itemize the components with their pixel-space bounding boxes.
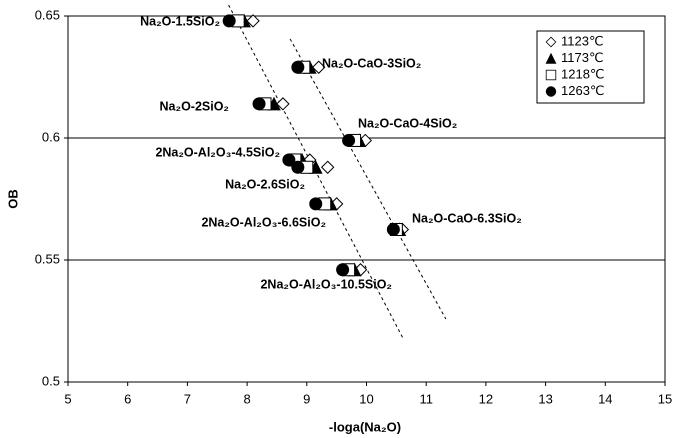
marker [386,223,400,236]
marker [336,263,350,277]
x-tick-label: 8 [243,391,250,406]
marker [291,60,305,74]
annotation: 2Na₂O-Al₂O₃-10.5SiO₂ [260,277,392,291]
annotation: Na₂O-CaO-3SiO₂ [322,56,421,70]
marker [222,14,236,28]
marker [282,153,296,167]
y-tick-label: 0.6 [42,129,60,144]
annotation: Na₂O-1.5SiO₂ [140,14,220,28]
y-tick-label: 0.65 [35,7,60,22]
marker [342,133,356,147]
x-axis-label: -loga(Na₂O) [329,419,401,434]
marker [252,97,266,111]
marker [291,160,305,174]
legend-label: 1173℃ [561,50,604,65]
x-tick-label: 11 [419,391,433,406]
annotation: Na₂O-2.6SiO₂ [225,177,305,191]
legend-marker [545,52,557,64]
annotation: Na₂O-2SiO₂ [160,99,229,113]
y-tick-label: 0.5 [42,373,60,388]
legend-label: 1263℃ [561,83,605,98]
x-tick-label: 6 [124,391,131,406]
legend-marker [545,36,557,48]
annotation: Na₂O-CaO-4SiO₂ [358,116,457,130]
legend-label: 1123℃ [561,33,604,48]
legend-label: 1218℃ [561,66,605,81]
x-tick-label: 5 [64,391,71,406]
plot-frame [67,15,666,383]
marker [276,97,290,111]
marker [309,197,323,211]
annotation: 2Na₂O-Al₂O₃-6.6SiO₂ [201,215,326,229]
legend-marker [545,86,557,97]
legend-marker [545,69,557,81]
x-tick-label: 7 [184,391,191,406]
marker [246,14,260,28]
x-tick-label: 12 [479,391,493,406]
marker [312,60,326,74]
y-axis-label: OB [5,189,20,209]
annotation: Na₂O-CaO-6.3SiO₂ [412,211,522,225]
x-tick-label: 13 [538,391,552,406]
x-tick-label: 10 [359,391,373,406]
annotation: 2Na₂O-Al₂O₃-4.5SiO₂ [155,145,280,159]
marker [320,160,335,174]
x-tick-label: 15 [658,391,672,406]
y-tick-label: 0.55 [35,251,60,266]
x-tick-label: 14 [598,391,612,406]
x-tick-label: 9 [303,391,310,406]
